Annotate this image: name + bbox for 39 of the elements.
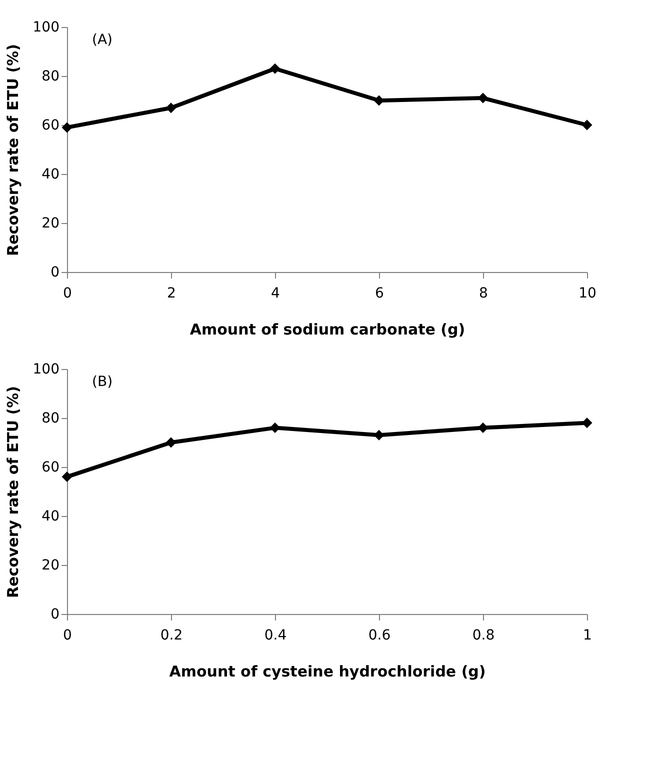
x-tick-label: 8 <box>479 286 488 302</box>
y-tick-label: 40 <box>42 508 60 524</box>
point <box>582 418 592 428</box>
point <box>478 92 488 104</box>
y-tick-label: 0 <box>50 606 60 622</box>
x-tick-label: 0 <box>63 628 72 644</box>
y-tick-label: 100 <box>32 362 60 378</box>
y-axis-title: Recovery rate of ETU (%) <box>4 386 22 598</box>
point <box>166 102 176 114</box>
x-tick-label: 0.4 <box>264 628 287 644</box>
x-axis-title: Amount of sodium carbonate (g) <box>190 320 466 338</box>
x-tick-label: 0.2 <box>160 628 183 644</box>
x-tick-label: 2 <box>167 286 176 302</box>
x-tick-label: 4 <box>271 286 280 302</box>
y-tick-label: 60 <box>42 118 60 134</box>
point <box>62 122 72 133</box>
y-tick-label: 100 <box>32 20 60 36</box>
x-tick-label: 0 <box>63 286 72 302</box>
y-tick-label: 80 <box>42 68 60 84</box>
y-tick-label: 80 <box>42 410 60 426</box>
y-tick-label: 0 <box>50 264 60 280</box>
point <box>270 63 280 74</box>
y-tick-label: 20 <box>42 216 60 232</box>
x-tick-label: 6 <box>375 286 384 302</box>
point <box>166 437 176 448</box>
x-axis-title: Amount of cysteine hydrochloride (g) <box>169 662 486 680</box>
y-tick-label: 20 <box>42 558 60 574</box>
point <box>62 472 72 482</box>
x-tick-label: 0.8 <box>472 628 495 644</box>
x-tick-label: 0.6 <box>368 628 391 644</box>
y-tick-label: 40 <box>42 166 60 182</box>
y-axis-title: Recovery rate of ETU (%) <box>4 44 22 256</box>
point <box>582 120 592 130</box>
x-tick-label: 1 <box>583 628 592 644</box>
annotation: (B) <box>92 374 113 390</box>
annotation: (A) <box>92 32 113 48</box>
y-tick-label: 60 <box>42 460 60 476</box>
point <box>374 430 384 440</box>
x-tick-label: 10 <box>578 286 596 302</box>
